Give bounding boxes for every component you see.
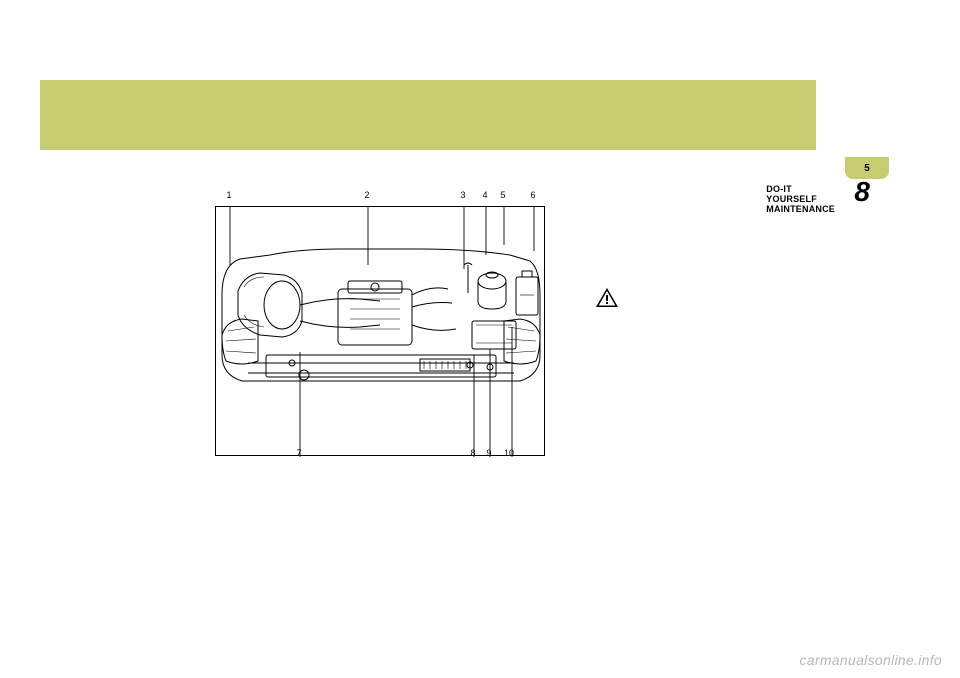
callout-number: 7 (293, 448, 305, 458)
callout-number: 3 (457, 190, 469, 200)
engine-drawing (220, 235, 542, 389)
callout-number: 4 (479, 190, 491, 200)
callout-number: 1 (223, 190, 235, 200)
callout-number: 2 (361, 190, 373, 200)
callout-number: 9 (483, 448, 495, 458)
engine-compartment-figure: 1 2 3 4 5 6 (215, 190, 545, 460)
warning-icon (595, 287, 619, 309)
chapter-number: 8 (854, 176, 870, 208)
callout-number: 10 (503, 448, 515, 458)
callout-number: 5 (497, 190, 509, 200)
figure-frame (215, 206, 545, 456)
page-tab-number: 5 (864, 163, 870, 174)
header-banner (40, 80, 816, 150)
watermark: carmanualsonline.info (800, 652, 943, 668)
page-tab: 5 (845, 157, 889, 179)
callout-number: 6 (527, 190, 539, 200)
page: DO-IT YOURSELF MAINTENANCE 8 5 1 2 3 4 5… (0, 0, 960, 678)
header-banner-right: DO-IT YOURSELF MAINTENANCE 8 (816, 80, 920, 150)
callout-number: 8 (467, 448, 479, 458)
section-title: DO-IT YOURSELF MAINTENANCE (766, 184, 835, 214)
